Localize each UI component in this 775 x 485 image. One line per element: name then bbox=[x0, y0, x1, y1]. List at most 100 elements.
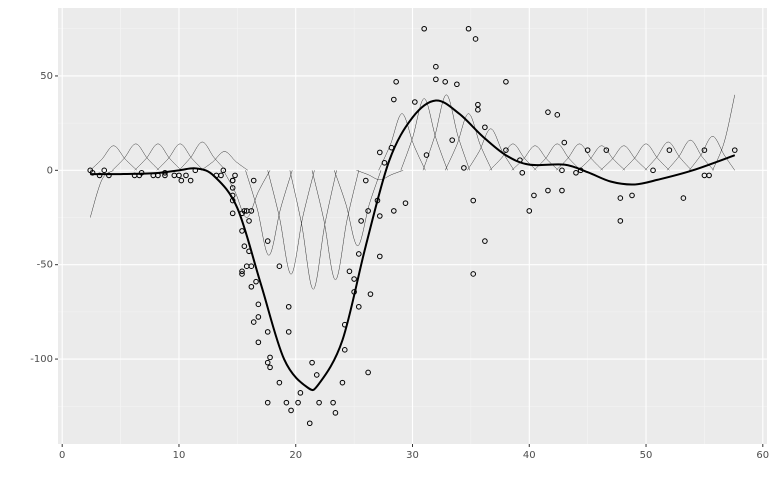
point bbox=[442, 78, 448, 85]
basis-line bbox=[90, 145, 138, 171]
point bbox=[101, 167, 108, 174]
point bbox=[701, 147, 708, 153]
basis-line bbox=[112, 143, 160, 171]
point bbox=[454, 81, 460, 88]
point bbox=[475, 106, 481, 113]
basis-line bbox=[666, 139, 714, 171]
y-tick-label: 0 bbox=[47, 165, 53, 176]
point bbox=[680, 195, 687, 201]
point bbox=[264, 238, 271, 244]
point bbox=[255, 301, 262, 308]
point bbox=[313, 372, 320, 378]
point bbox=[255, 314, 262, 320]
point bbox=[358, 218, 364, 224]
x-tick-label: 30 bbox=[406, 450, 419, 461]
point bbox=[650, 167, 656, 174]
point bbox=[391, 208, 397, 214]
point bbox=[393, 78, 399, 85]
point bbox=[267, 354, 273, 361]
point bbox=[229, 177, 236, 184]
point bbox=[248, 208, 255, 214]
point bbox=[246, 218, 252, 224]
point bbox=[573, 169, 579, 176]
basis-line bbox=[422, 94, 470, 171]
point bbox=[365, 208, 371, 214]
y-tick-label: -50 bbox=[37, 260, 53, 271]
point bbox=[264, 329, 271, 335]
point bbox=[232, 172, 238, 179]
point bbox=[365, 369, 371, 376]
point bbox=[187, 177, 194, 184]
point bbox=[248, 283, 255, 290]
basis-line bbox=[489, 143, 537, 171]
point bbox=[423, 152, 430, 158]
point bbox=[276, 379, 283, 386]
point bbox=[561, 139, 568, 146]
point bbox=[106, 172, 112, 179]
basis-line bbox=[156, 143, 204, 171]
point bbox=[220, 167, 227, 174]
point bbox=[178, 177, 185, 184]
point bbox=[339, 379, 346, 386]
point bbox=[309, 359, 315, 366]
x-tick-label: 60 bbox=[756, 450, 769, 461]
basis-line bbox=[289, 170, 337, 290]
basis-line bbox=[444, 113, 493, 171]
point bbox=[377, 253, 383, 260]
point bbox=[218, 172, 224, 179]
point bbox=[297, 390, 304, 396]
point bbox=[241, 208, 248, 214]
point bbox=[519, 169, 526, 176]
point bbox=[629, 192, 635, 199]
point bbox=[288, 407, 294, 414]
basis-line bbox=[689, 136, 735, 171]
point bbox=[531, 192, 537, 199]
basis-line bbox=[311, 170, 360, 281]
point bbox=[96, 172, 103, 179]
point bbox=[285, 303, 292, 310]
point bbox=[295, 399, 301, 406]
y-tick-label: 50 bbox=[40, 71, 53, 82]
point bbox=[362, 177, 369, 184]
basis-line bbox=[600, 145, 648, 171]
point bbox=[554, 112, 561, 118]
basis-line bbox=[267, 170, 315, 275]
point bbox=[731, 147, 738, 153]
point bbox=[545, 187, 551, 194]
point bbox=[402, 200, 409, 206]
point bbox=[267, 364, 273, 371]
point bbox=[283, 399, 290, 406]
basis-line bbox=[178, 141, 226, 171]
point bbox=[377, 213, 383, 219]
point bbox=[433, 76, 439, 83]
point bbox=[545, 109, 551, 115]
point bbox=[603, 147, 610, 153]
x-tick-label: 0 bbox=[59, 450, 65, 461]
point bbox=[470, 197, 477, 204]
point bbox=[503, 147, 509, 153]
basis-line bbox=[533, 143, 581, 171]
x-tick-label: 20 bbox=[289, 450, 302, 461]
basis-line bbox=[622, 143, 670, 171]
point bbox=[559, 187, 565, 194]
point bbox=[239, 271, 245, 277]
point bbox=[255, 339, 262, 346]
point bbox=[253, 278, 259, 285]
point bbox=[421, 25, 427, 32]
point bbox=[330, 399, 336, 406]
point bbox=[250, 319, 257, 325]
x-tick-label: 50 bbox=[640, 450, 653, 461]
point bbox=[355, 251, 362, 257]
point bbox=[666, 147, 673, 153]
point bbox=[449, 137, 456, 143]
basis-line bbox=[134, 143, 182, 171]
point bbox=[241, 243, 248, 249]
y-tick-label: -100 bbox=[30, 354, 53, 365]
basis-line bbox=[378, 113, 426, 171]
point bbox=[377, 149, 383, 156]
basis-line bbox=[223, 170, 271, 218]
point bbox=[503, 78, 509, 85]
point bbox=[306, 420, 313, 427]
basis-line bbox=[400, 98, 448, 171]
